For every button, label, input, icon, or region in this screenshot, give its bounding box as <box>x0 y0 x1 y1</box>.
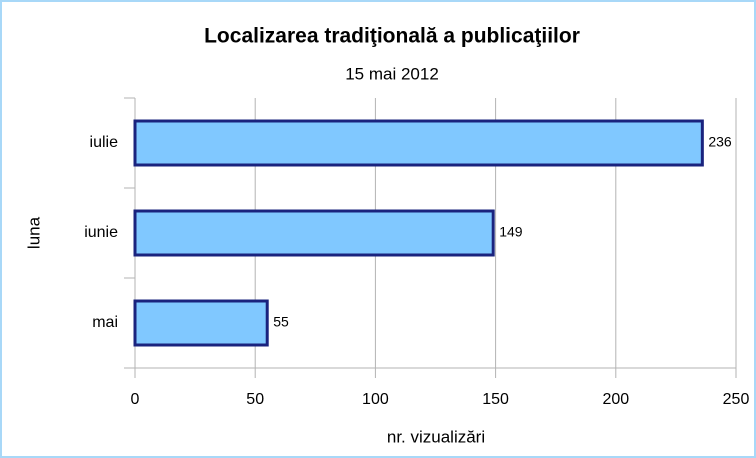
data-label: 236 <box>708 134 732 150</box>
y-tick-label: iulie <box>90 134 119 151</box>
x-tick-label: 0 <box>131 391 140 408</box>
x-axis-label: nr. vizualizări <box>387 427 485 446</box>
x-tick-label: 200 <box>602 391 629 408</box>
x-tick-label: 50 <box>246 391 264 408</box>
bar <box>133 209 495 257</box>
y-axis-label: luna <box>24 216 43 249</box>
x-tick-label: 100 <box>362 391 389 408</box>
chart-title: Localizarea tradiţională a publicaţiilor <box>204 25 580 48</box>
x-tick-label: 250 <box>723 391 750 408</box>
data-label: 149 <box>499 224 523 240</box>
bar <box>133 299 269 347</box>
y-tick-label: iunie <box>84 224 118 241</box>
chart-subtitle: 15 mai 2012 <box>345 64 439 83</box>
x-tick-label: 150 <box>482 391 509 408</box>
data-label: 55 <box>273 314 289 330</box>
y-tick-label: mai <box>92 314 118 331</box>
bar <box>133 119 704 167</box>
